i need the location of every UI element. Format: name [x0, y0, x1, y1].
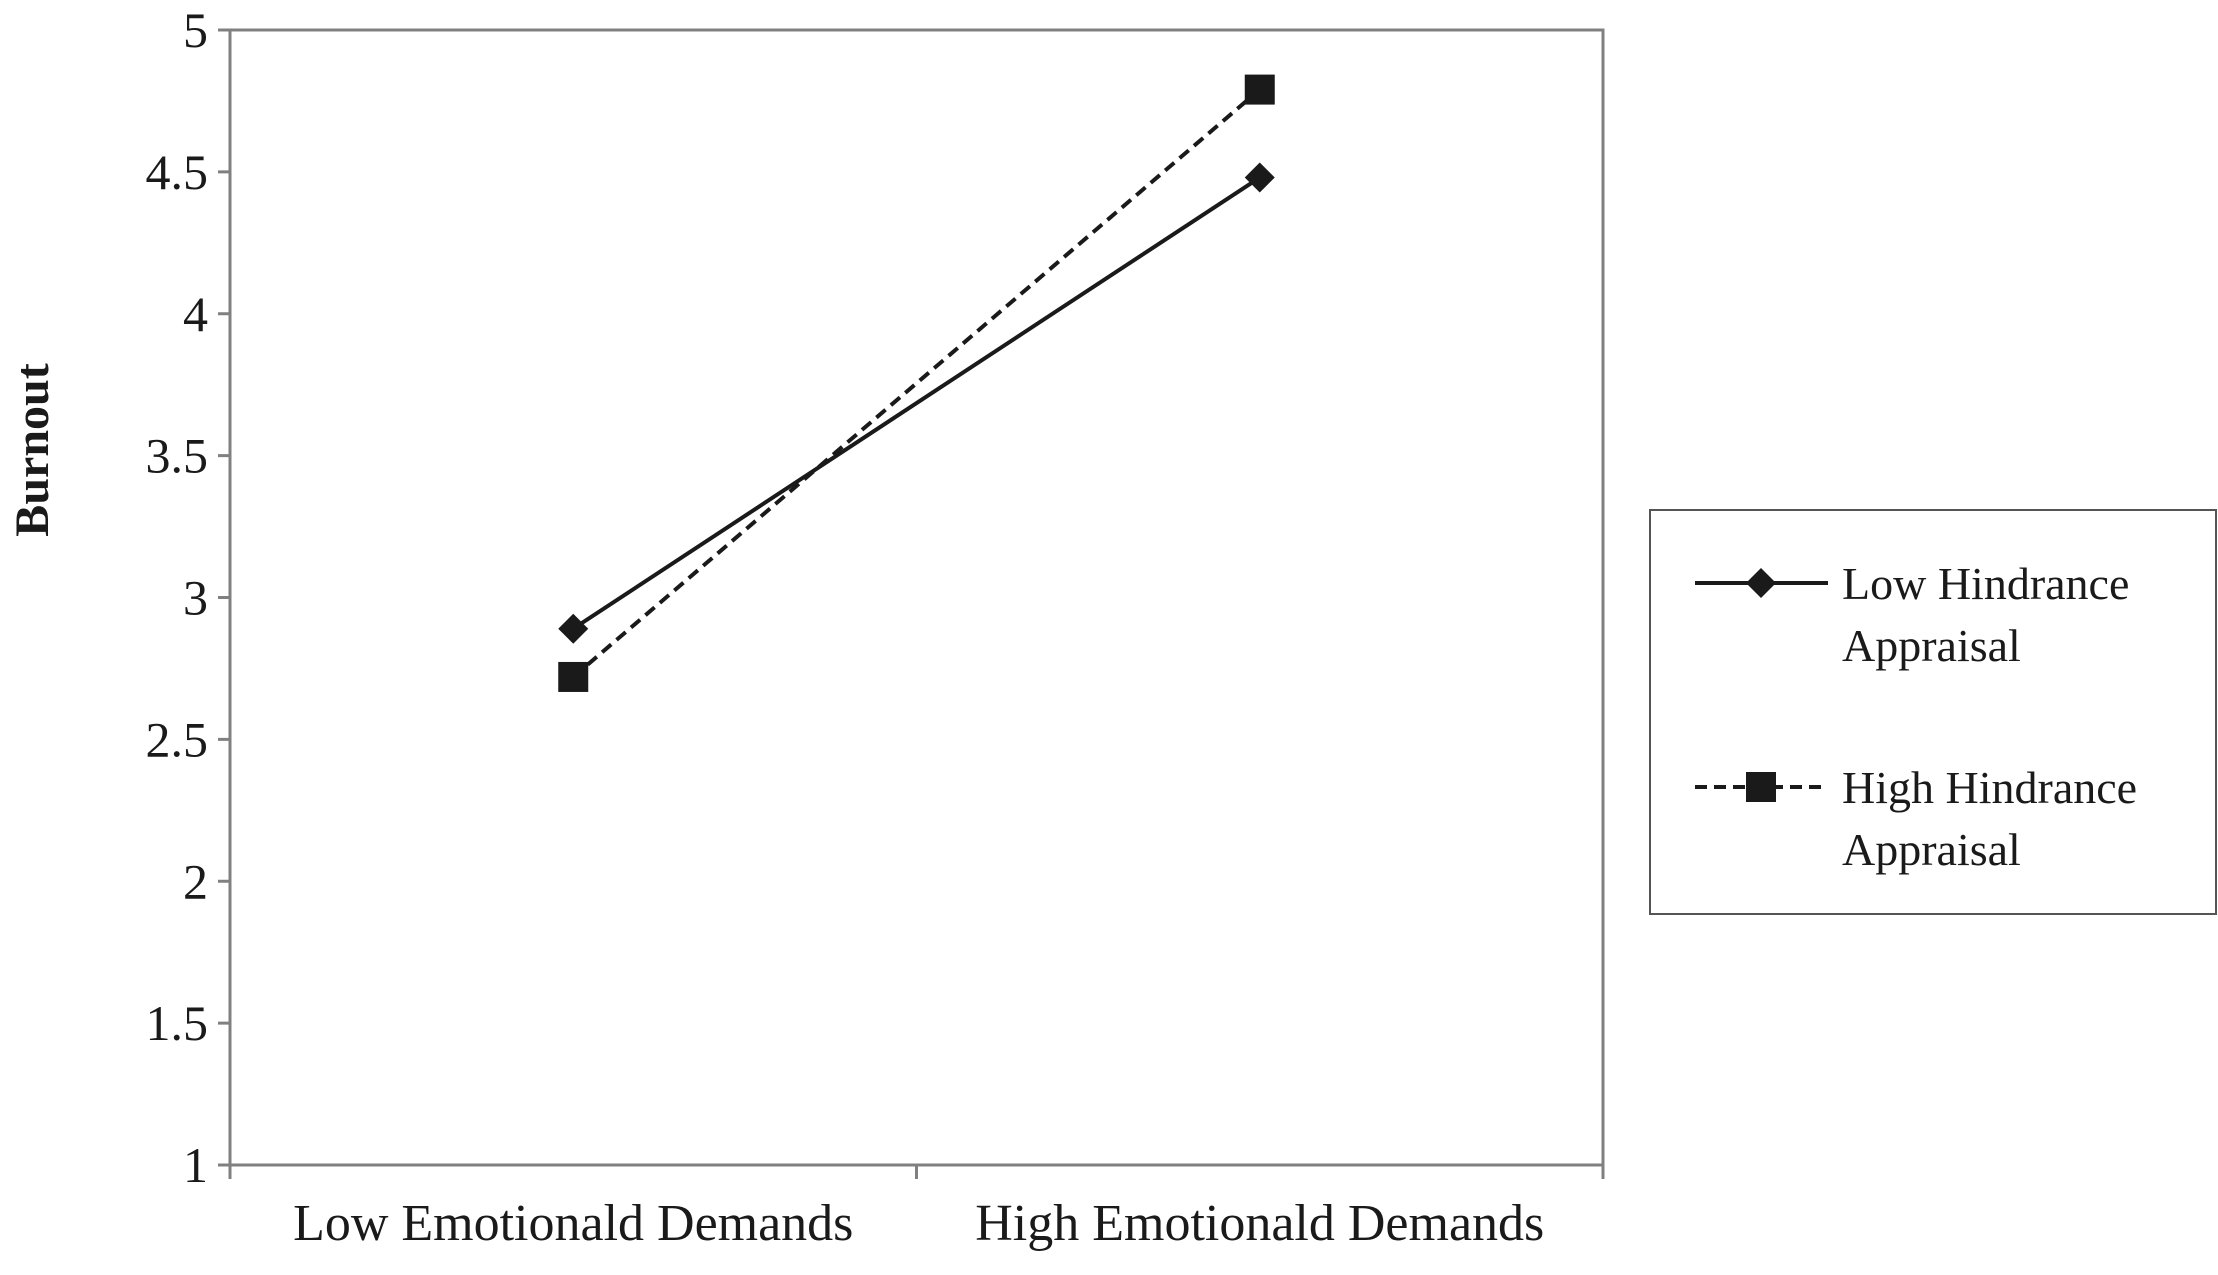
- x-axis: Low Emotionald Demands High Emotionald De…: [228, 1165, 1605, 1252]
- series-line-1: [572, 175, 1261, 631]
- y-tick-label: 4: [183, 286, 208, 342]
- y-tick-label: 3.5: [146, 428, 209, 484]
- y-tick-label: 1.5: [146, 995, 209, 1051]
- legend-label-2: High Hindrance: [1842, 762, 2137, 813]
- y-tick-label: 1: [183, 1137, 208, 1193]
- legend-label-2: Appraisal: [1842, 824, 2021, 875]
- legend-marker-2: [1746, 772, 1776, 802]
- legend-marker-1: [1746, 568, 1776, 598]
- y-axis: 1 1.5 2 2.5 3 3.5 4 4.5 5: [146, 2, 230, 1193]
- legend: Low Hindrance Appraisal High Hindrance Appr…: [1649, 509, 2217, 915]
- legend-box: [1649, 509, 2217, 915]
- legend-label-1: Low Hindrance: [1842, 558, 2129, 609]
- y-tick-label: 5: [183, 2, 208, 58]
- data-point: [558, 613, 589, 644]
- x-category-label: Low Emotionald Demands: [293, 1195, 853, 1252]
- y-tick-label: 2.5: [146, 711, 209, 767]
- data-point: [558, 661, 589, 692]
- legend-label-1: Appraisal: [1842, 620, 2021, 671]
- x-category-label: High Emotionald Demands: [975, 1195, 1544, 1252]
- y-tick-label: 2: [183, 853, 208, 909]
- series-layer: [558, 74, 1275, 692]
- y-tick-label: 4.5: [146, 144, 209, 200]
- data-point: [1244, 74, 1275, 105]
- data-point: [1244, 162, 1275, 193]
- plot-area: [228, 28, 1605, 1167]
- series-line-2: [571, 88, 1262, 679]
- y-tick-label: 3: [183, 570, 208, 626]
- y-axis-title: Burnout: [6, 363, 59, 536]
